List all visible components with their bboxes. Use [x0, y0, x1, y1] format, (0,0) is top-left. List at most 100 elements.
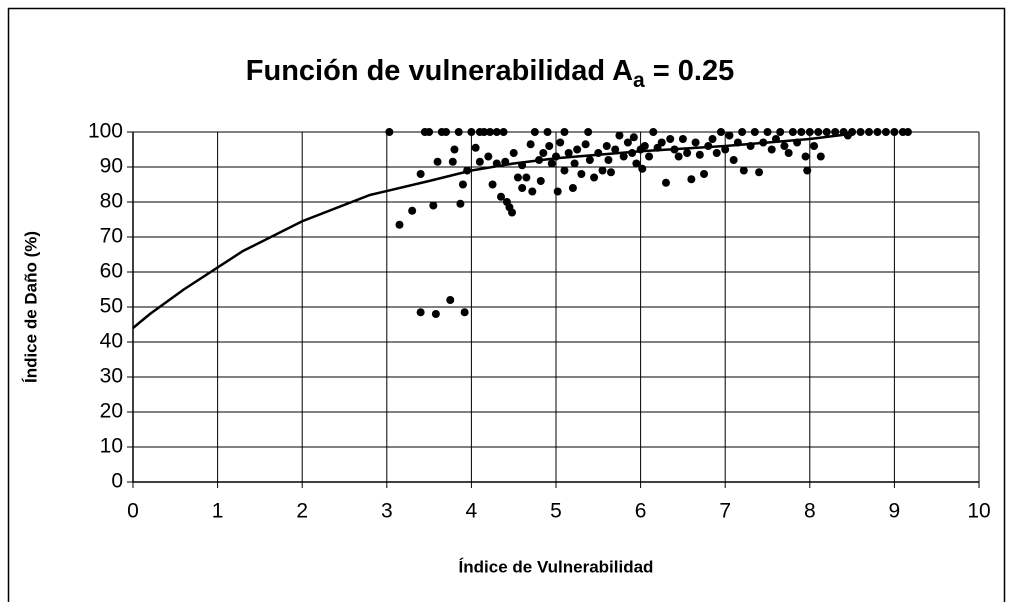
scatter-point [810, 142, 819, 150]
scatter-point [467, 128, 476, 136]
scatter-point [615, 131, 624, 140]
scatter-point [788, 128, 797, 136]
scatter-point [484, 152, 493, 161]
scatter-point [856, 128, 865, 136]
scatter-point [661, 178, 670, 187]
scatter-point [416, 170, 425, 178]
scatter-point [629, 133, 638, 142]
scatter-point [556, 138, 565, 147]
y-tick-label: 50 [100, 295, 123, 318]
scatter-point [739, 166, 748, 175]
scatter-point [590, 173, 599, 182]
scatter-point [767, 145, 776, 154]
scatter-point [543, 128, 552, 136]
scatter-point [657, 138, 666, 147]
y-tick-label: 10 [100, 435, 123, 458]
scatter-point [492, 128, 501, 136]
y-tick-label: 60 [100, 260, 123, 283]
scatter-point [385, 128, 394, 136]
scatter-point [712, 149, 721, 157]
scatter-point [780, 142, 789, 150]
scatter-point [458, 180, 467, 189]
scatter-point [448, 157, 457, 166]
chart-title: Función de vulnerabilidad Aa = 0.25 [246, 55, 734, 92]
title-subscript: a [633, 69, 645, 92]
scatter-point [456, 199, 465, 208]
y-tick-label: 90 [100, 155, 123, 178]
x-tick-label: 1 [212, 500, 224, 523]
scatter-point [431, 310, 440, 318]
scatter-point [545, 142, 554, 150]
x-tick-label: 4 [466, 500, 478, 523]
scatter-point [700, 170, 709, 178]
scatter-point [814, 128, 823, 136]
scatter-point [518, 184, 527, 192]
x-tick-label: 9 [889, 500, 901, 523]
scatter-point [433, 157, 442, 166]
scatter-point [865, 128, 874, 136]
scatter-point [581, 140, 590, 149]
scatter-point [632, 159, 641, 168]
scatter-point [611, 145, 620, 154]
y-tick-label: 20 [100, 400, 123, 423]
scatter-point [816, 152, 825, 161]
scatter-point [425, 128, 434, 136]
x-tick-label: 6 [635, 500, 647, 523]
scatter-point [471, 143, 480, 152]
scatter-point [623, 138, 632, 147]
scatter-point [560, 166, 569, 175]
scatter-point [446, 296, 455, 304]
scatter-point [480, 128, 489, 136]
scatter-point [674, 152, 683, 161]
scatter-point [725, 131, 734, 140]
scatter-point [509, 149, 518, 157]
scatter-point [695, 150, 704, 159]
scatter-point [881, 128, 890, 136]
scatter-point [488, 180, 497, 189]
scatter-point [604, 156, 613, 164]
x-tick-label: 0 [127, 500, 139, 523]
scatter-point [683, 149, 692, 157]
scatter-point [805, 128, 814, 136]
scatter-point [716, 128, 725, 136]
scatter-point [475, 157, 484, 166]
title-suffix: = 0.25 [645, 55, 735, 87]
scatter-point [508, 208, 517, 217]
x-tick-label: 2 [296, 500, 308, 523]
scatter-point [442, 128, 451, 136]
scatter-point [408, 206, 417, 215]
y-axis-label: Índice de Daño (%) [21, 231, 40, 383]
scatter-point [486, 128, 495, 136]
scatter-point [450, 145, 459, 154]
y-tick-label: 40 [100, 330, 123, 353]
scatter-point [606, 168, 615, 177]
x-tick-label: 3 [381, 500, 393, 523]
scatter-point [416, 308, 425, 317]
x-tick-label: 5 [550, 500, 562, 523]
scatter-point [687, 175, 696, 184]
scatter-point [560, 128, 569, 136]
scatter-point [570, 159, 579, 168]
scatter-point [890, 128, 899, 136]
scatter-point [585, 156, 594, 164]
scatter-point [903, 128, 912, 136]
scatter-point [577, 170, 586, 178]
scatter-point [755, 168, 764, 177]
scatter-point [822, 128, 831, 136]
scatter-point [522, 173, 531, 182]
scatter-point [750, 128, 759, 136]
scatter-point [640, 142, 649, 150]
scatter-point [763, 128, 772, 136]
scatter-point [564, 149, 573, 157]
scatter-point [513, 173, 522, 182]
scatter-point [395, 220, 404, 229]
x-tick-label: 8 [804, 500, 816, 523]
scatter-point [568, 184, 577, 192]
scatter-point [649, 128, 658, 136]
scatter-point [801, 152, 810, 161]
scatter-point [584, 128, 593, 136]
scatter-point [553, 187, 562, 196]
title-main: Función de vulnerabilidad A [246, 55, 633, 87]
x-tick-label: 7 [719, 500, 731, 523]
